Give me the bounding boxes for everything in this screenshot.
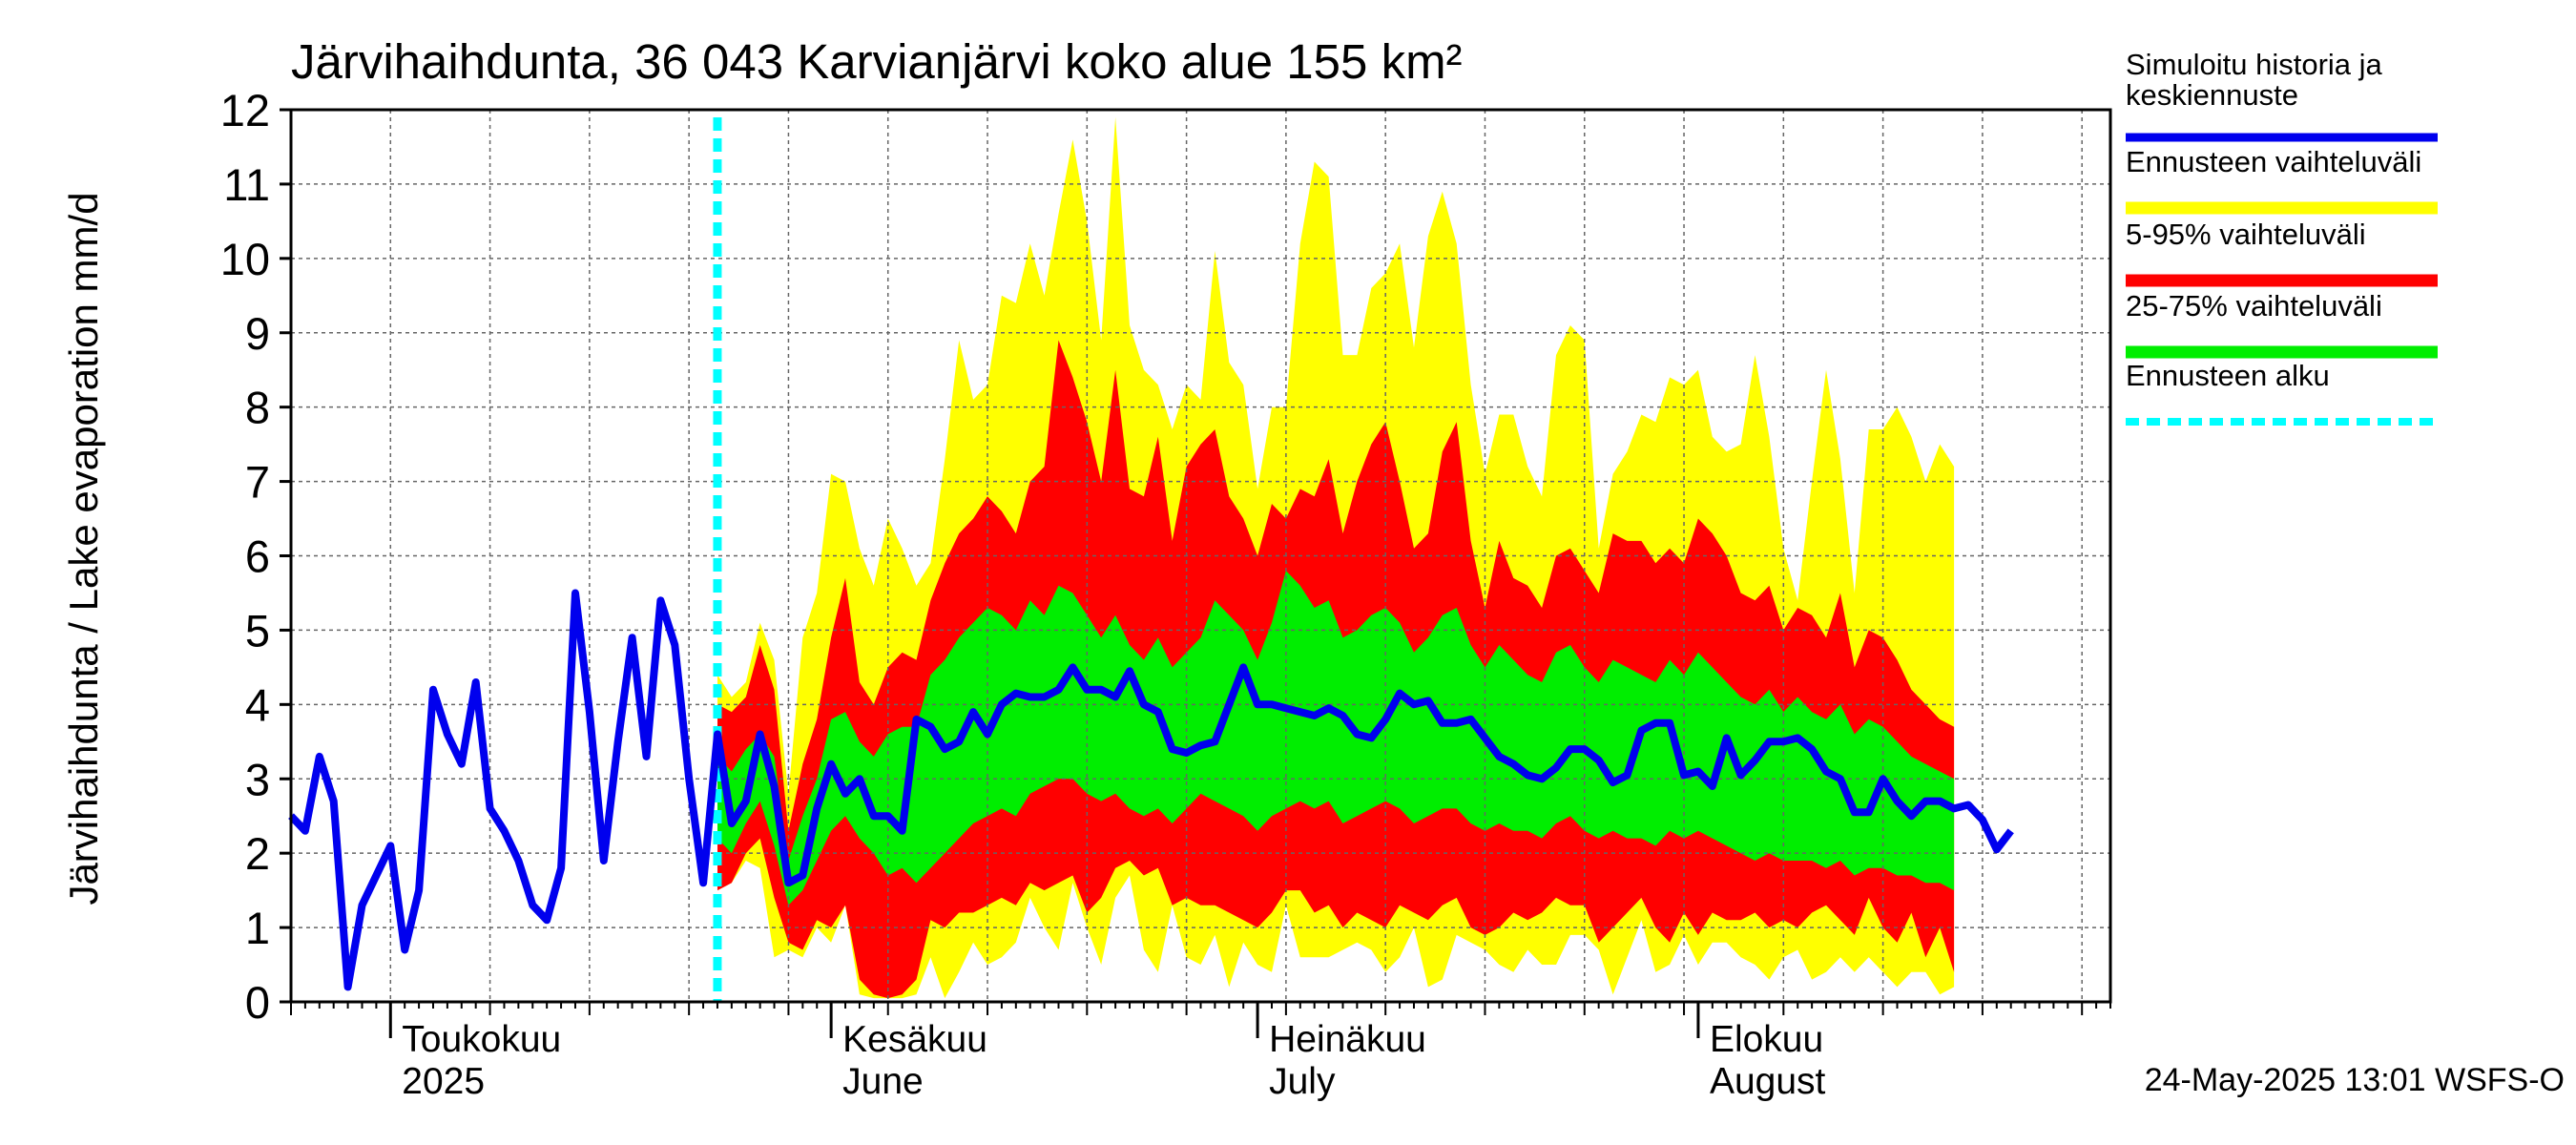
legend-item: Ennusteen alku <box>2126 359 2438 426</box>
legend: Simuloitu historia jakeskiennusteEnnuste… <box>2126 48 2438 426</box>
month-label: Elokuu <box>1710 1019 1823 1060</box>
y-tick-label: 5 <box>245 605 270 656</box>
legend-label: 25-75% vaihteluväli <box>2126 289 2382 323</box>
month-label: Kesäkuu <box>842 1019 987 1060</box>
y-tick-label: 7 <box>245 457 270 508</box>
forecast-bands <box>717 116 1955 999</box>
month-label-second-line: 2025 <box>402 1061 485 1102</box>
y-tick-label: 0 <box>245 977 270 1028</box>
legend-item: Ennusteen vaihteluväli <box>2126 145 2438 215</box>
legend-label: 5-95% vaihteluväli <box>2126 218 2366 251</box>
month-label-second-line: August <box>1710 1061 1826 1102</box>
y-tick-label: 6 <box>245 531 270 582</box>
month-label-second-line: June <box>842 1061 924 1102</box>
band-25-75 <box>717 571 1955 906</box>
y-axis-label: Järvihaihdunta / Lake evaporation mm/d <box>61 192 106 905</box>
y-tick-label: 9 <box>245 308 270 359</box>
series-line <box>288 589 2014 991</box>
y-tick-label: 11 <box>223 159 270 210</box>
y-tick-label: 12 <box>220 85 270 135</box>
history-series <box>288 117 2014 1002</box>
y-tick-label: 2 <box>245 828 270 879</box>
legend-label: Ennusteen alku <box>2126 359 2330 392</box>
legend-item: 5-95% vaihteluväli <box>2126 218 2438 287</box>
y-tick-label: 10 <box>220 234 270 284</box>
month-label-second-line: July <box>1269 1061 1336 1102</box>
legend-label: Simuloitu historia ja <box>2126 48 2383 81</box>
legend-item: 25-75% vaihteluväli <box>2126 289 2438 359</box>
y-tick-label: 8 <box>245 383 270 433</box>
legend-label-second-line: keskiennuste <box>2126 78 2298 112</box>
y-tick-label: 1 <box>245 903 270 953</box>
legend-label: Ennusteen vaihteluväli <box>2126 145 2421 178</box>
y-tick-label: 3 <box>245 754 270 804</box>
month-label: Heinäkuu <box>1269 1019 1426 1060</box>
month-label: Toukokuu <box>402 1019 561 1060</box>
y-tick-label: 4 <box>245 679 270 730</box>
grid <box>291 110 2110 1002</box>
footer-timestamp: 24-May-2025 13:01 WSFS-O <box>2145 1062 2565 1098</box>
chart-title: Järvihaihdunta, 36 043 Karvianjärvi koko… <box>291 34 1463 89</box>
axes: 0123456789101112Toukokuu2025KesäkuuJuneH… <box>220 85 2112 1102</box>
